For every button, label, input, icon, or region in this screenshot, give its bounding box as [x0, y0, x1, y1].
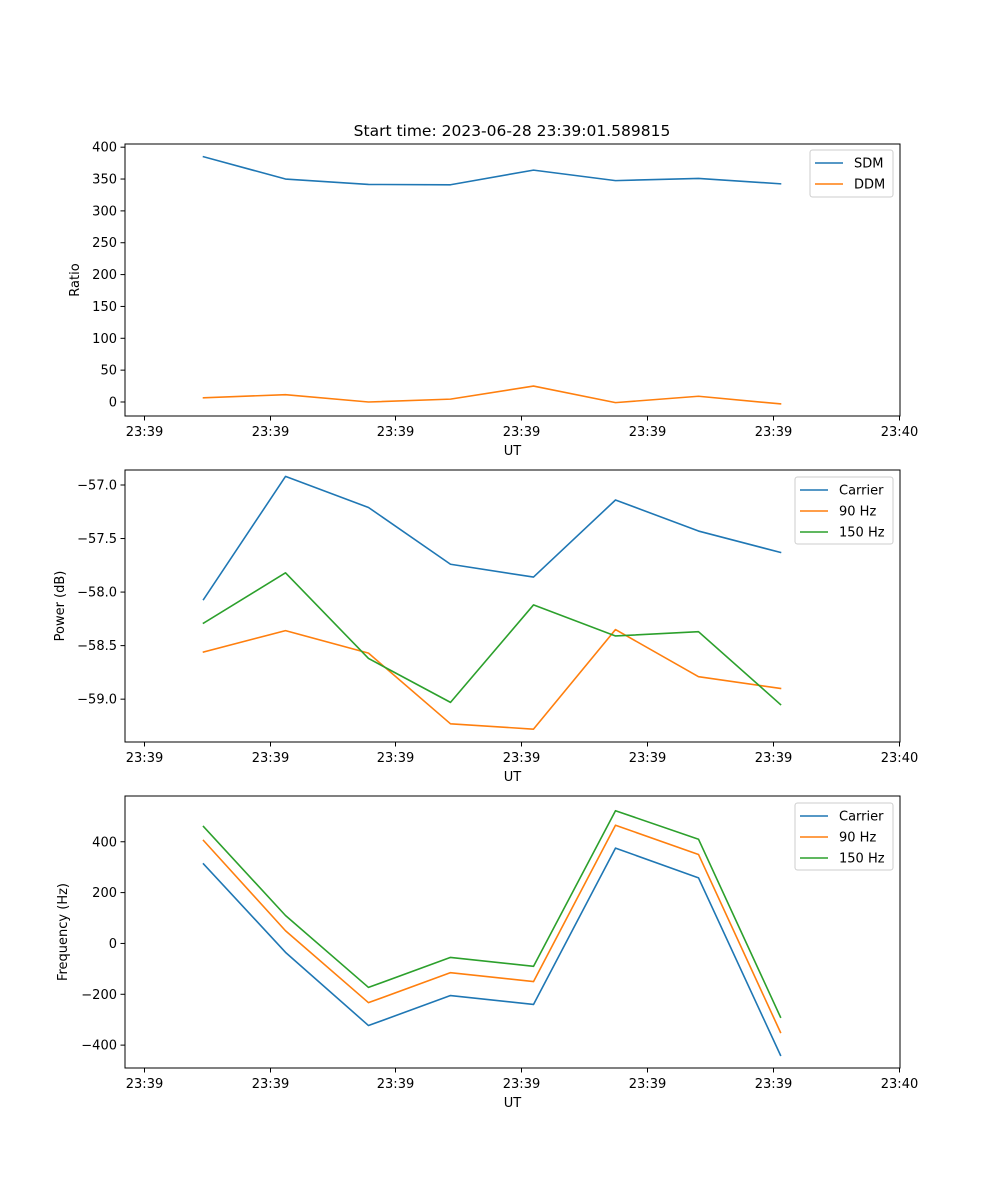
ratio-x-tick-label: 23:39 — [755, 425, 792, 440]
frequency-x-tick-label: 23:39 — [503, 1077, 540, 1092]
power-y-tick-label: −58.0 — [77, 586, 117, 601]
ratio-legend-label-sdm: SDM — [854, 157, 883, 172]
frequency-legend-label-carrier: Carrier — [839, 810, 884, 825]
power-panel: 23:39 23:39 23:39 23:39 23:39 23:39 23:40 −57.0… — [53, 469, 918, 785]
frequency-y-tick-label: 0 — [109, 937, 117, 952]
ratio-y-tick-label: 50 — [100, 364, 117, 379]
power-x-tick-label: 23:39 — [252, 751, 289, 766]
frequency-x-tick-label: 23:39 — [252, 1077, 289, 1092]
power-legend: Carrier 90 Hz 150 Hz — [794, 476, 894, 545]
power-axes-frame — [124, 469, 901, 743]
ratio-x-tick-label: 23:39 — [126, 425, 163, 440]
ratio-legend-box — [809, 149, 894, 198]
ratio-axes-frame — [124, 143, 901, 417]
frequency-y-tick-label: −200 — [81, 988, 117, 1003]
frequency-series-line-90-hz — [202, 824, 782, 1034]
ratio-x-tick-label: 23:39 — [629, 425, 666, 440]
frequency-x-axis-label: UT — [504, 1096, 522, 1111]
frequency-panel: 23:39 23:39 23:39 23:39 23:39 23:39 23:40 −400 −… — [56, 795, 918, 1111]
ratio-series-line-ddm — [202, 385, 782, 405]
ratio-y-tick-label: 400 — [92, 141, 117, 156]
power-legend-label-90-hz: 90 Hz — [839, 505, 876, 520]
power-series-line-carrier — [202, 475, 782, 601]
ratio-y-tick-label: 250 — [92, 236, 117, 251]
power-x-tick-label: 23:39 — [755, 751, 792, 766]
power-y-axis-label: Power (dB) — [53, 571, 68, 642]
frequency-legend-box — [794, 802, 894, 871]
frequency-x-tick-label: 23:39 — [126, 1077, 163, 1092]
power-legend-box — [794, 476, 894, 545]
ratio-y-axis-label: Ratio — [68, 263, 83, 296]
frequency-x-tick-label: 23:40 — [881, 1077, 918, 1092]
power-series-line-150-hz — [202, 571, 782, 706]
ratio-y-tick-label: 300 — [92, 204, 117, 219]
ratio-legend-label-ddm: DDM — [854, 178, 885, 193]
power-x-axis-label: UT — [504, 770, 522, 785]
power-y-tick-label: −59.0 — [77, 693, 117, 708]
power-y-tick-label: −58.5 — [77, 639, 117, 654]
ratio-series-line-sdm — [202, 155, 782, 186]
ratio-y-tick-label: 150 — [92, 300, 117, 315]
ratio-y-tick-label: 200 — [92, 268, 117, 283]
ratio-y-tick-label: 350 — [92, 173, 117, 188]
frequency-y-tick-label: −400 — [81, 1039, 117, 1054]
ratio-y-tick-label: 100 — [92, 332, 117, 347]
power-x-tick-label: 23:39 — [629, 751, 666, 766]
frequency-legend: Carrier 90 Hz 150 Hz — [794, 802, 894, 871]
frequency-x-tick-label: 23:39 — [629, 1077, 666, 1092]
power-legend-label-carrier: Carrier — [839, 484, 884, 499]
frequency-legend-label-90-hz: 90 Hz — [839, 831, 876, 846]
frequency-y-axis-label: Frequency (Hz) — [56, 883, 71, 981]
ratio-x-axis-label: UT — [504, 444, 522, 459]
frequency-x-tick-label: 23:39 — [755, 1077, 792, 1092]
ratio-y-tick-label: 0 — [109, 395, 117, 410]
ratio-x-tick-label: 23:39 — [503, 425, 540, 440]
ratio-x-tick-label: 23:40 — [881, 425, 918, 440]
frequency-series-line-carrier — [202, 847, 782, 1057]
frequency-y-tick-label: 400 — [92, 835, 117, 850]
power-x-tick-label: 23:40 — [881, 751, 918, 766]
power-y-tick-label: −57.0 — [77, 478, 117, 493]
ratio-x-tick-label: 23:39 — [252, 425, 289, 440]
ratio-panel: 23:39 23:39 23:39 23:39 23:39 23:39 23:40 0 50 10… — [68, 141, 918, 459]
frequency-series-line-150-hz — [202, 809, 782, 1019]
power-series-line-90-hz — [202, 628, 782, 730]
ratio-legend: SDM DDM — [809, 149, 894, 198]
frequency-legend-label-150-hz: 150 Hz — [839, 852, 885, 867]
power-x-tick-label: 23:39 — [377, 751, 414, 766]
frequency-x-tick-label: 23:39 — [377, 1077, 414, 1092]
power-y-tick-label: −57.5 — [77, 532, 117, 547]
frequency-y-tick-label: 200 — [92, 886, 117, 901]
panels-container: 23:39 23:39 23:39 23:39 23:39 23:39 23:40 0 50 10… — [53, 141, 918, 1111]
figure-title: Start time: 2023-06-28 23:39:01.589815 — [354, 122, 671, 140]
power-x-tick-label: 23:39 — [126, 751, 163, 766]
ratio-x-tick-label: 23:39 — [377, 425, 414, 440]
frequency-axes-frame — [124, 795, 901, 1069]
power-x-tick-label: 23:39 — [503, 751, 540, 766]
power-legend-label-150-hz: 150 Hz — [839, 526, 885, 541]
